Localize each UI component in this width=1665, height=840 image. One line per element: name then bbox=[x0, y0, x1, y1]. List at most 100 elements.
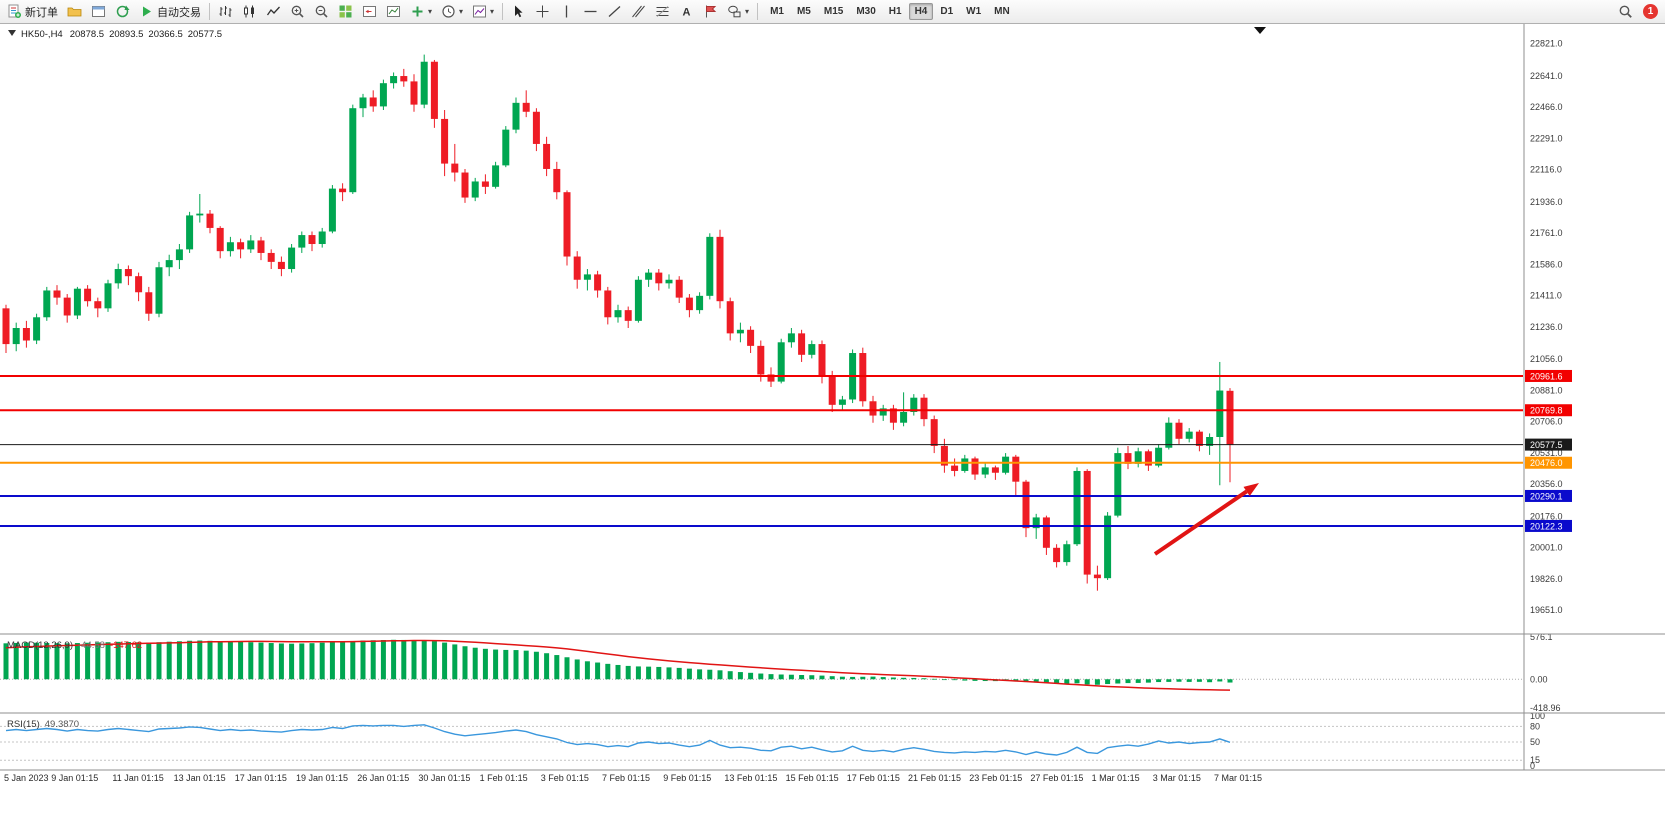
candle-body bbox=[481, 181, 489, 187]
text-tool-button[interactable]: A bbox=[675, 2, 698, 21]
trendline-button[interactable] bbox=[603, 2, 626, 21]
time-axis-label: 3 Mar 01:15 bbox=[1153, 773, 1201, 783]
time-axis-label: 21 Feb 01:15 bbox=[908, 773, 961, 783]
zoom-in-button[interactable] bbox=[286, 2, 309, 21]
macd-bar bbox=[472, 647, 478, 680]
time-axis-label: 13 Feb 01:15 bbox=[724, 773, 777, 783]
macd-bar bbox=[901, 677, 907, 680]
macd-bar bbox=[1054, 679, 1060, 684]
chart-canvas[interactable]: 22821.0 22641.0 22466.0 22291.0 22116.0 21936… bbox=[0, 24, 1665, 840]
search-button[interactable] bbox=[1614, 2, 1637, 21]
data-window-button[interactable] bbox=[87, 2, 110, 21]
candle-body bbox=[216, 227, 224, 252]
horizontal-line-button[interactable] bbox=[579, 2, 602, 21]
candle-body bbox=[767, 374, 775, 382]
time-axis-label: 1 Mar 01:15 bbox=[1092, 773, 1140, 783]
time-axis-label: 1 Feb 01:15 bbox=[480, 773, 528, 783]
candle-body bbox=[624, 310, 632, 321]
candle-body bbox=[492, 165, 500, 187]
timeframe-d1[interactable]: D1 bbox=[940, 6, 954, 17]
macd-bar bbox=[350, 641, 356, 680]
macd-bar bbox=[1207, 679, 1213, 683]
line-chart-button[interactable] bbox=[262, 2, 285, 21]
bar-chart-button[interactable] bbox=[214, 2, 237, 21]
candle-body bbox=[441, 118, 449, 164]
vertical-line-button[interactable] bbox=[555, 2, 578, 21]
candle-body bbox=[1073, 470, 1081, 545]
timeframe-h1[interactable]: H1 bbox=[888, 6, 902, 17]
candle-body bbox=[563, 192, 571, 257]
macd-bar bbox=[23, 642, 29, 680]
timeframe-w1[interactable]: W1 bbox=[966, 6, 982, 17]
price-tag-label: 20290.1 bbox=[1530, 491, 1563, 501]
refresh-button[interactable] bbox=[111, 2, 134, 21]
time-axis-label: 23 Feb 01:15 bbox=[969, 773, 1022, 783]
label-tool-button[interactable] bbox=[699, 2, 722, 21]
auto-scroll-button[interactable] bbox=[382, 2, 405, 21]
candle-body bbox=[318, 231, 326, 245]
macd-bar bbox=[452, 644, 458, 680]
timeframe-m1[interactable]: M1 bbox=[770, 6, 784, 17]
shapes-icon bbox=[728, 5, 741, 18]
price-tag bbox=[1525, 438, 1572, 451]
chart-shift-button[interactable] bbox=[358, 2, 381, 21]
price-tag-label: 20122.3 bbox=[1530, 521, 1563, 531]
ohlc-bars-icon bbox=[219, 6, 232, 17]
channel-button[interactable] bbox=[627, 2, 650, 21]
autotrading-button[interactable]: 自动交易 bbox=[135, 2, 205, 21]
timeframe-m15[interactable]: M15 bbox=[823, 6, 844, 17]
macd-bar bbox=[319, 642, 325, 680]
plus-icon bbox=[412, 6, 423, 17]
chart-title: HK50-,H4 20878.5 20893.5 20366.5 20577.5 bbox=[21, 29, 222, 40]
macd-bar bbox=[646, 666, 652, 680]
price-tag-label: 20577.5 bbox=[1530, 440, 1563, 450]
period-menu-button[interactable]: ▾ bbox=[437, 2, 467, 21]
macd-bar bbox=[625, 665, 631, 680]
notification-badge[interactable]: 1 bbox=[1643, 4, 1658, 19]
candle-body bbox=[981, 467, 989, 475]
macd-bar bbox=[329, 641, 335, 680]
macd-bar bbox=[860, 676, 866, 680]
macd-bar bbox=[890, 677, 896, 680]
add-indicator-button[interactable]: ▾ bbox=[406, 2, 436, 21]
candle-body bbox=[206, 213, 214, 228]
template-menu-button[interactable]: ▾ bbox=[468, 2, 498, 21]
profiles-button[interactable] bbox=[63, 2, 86, 21]
zoom-out-button[interactable] bbox=[310, 2, 333, 21]
macd-bar bbox=[809, 675, 815, 680]
rsi-indicator-label: RSI(15) 49.3870 bbox=[7, 719, 79, 730]
fibonacci-button[interactable] bbox=[651, 2, 674, 21]
time-axis-label: 5 Jan 2023 bbox=[4, 773, 49, 783]
vertical-line-icon bbox=[565, 5, 568, 18]
macd-bar bbox=[197, 640, 203, 680]
chart-collapse-icon[interactable] bbox=[8, 30, 16, 36]
candle-body bbox=[1226, 390, 1234, 445]
cursor-button[interactable] bbox=[507, 2, 530, 21]
timeframe-m30[interactable]: M30 bbox=[856, 6, 876, 17]
candle-body bbox=[124, 269, 132, 277]
candle-body bbox=[257, 240, 265, 253]
trend-arrow-head[interactable] bbox=[1243, 483, 1260, 496]
trend-arrow-line[interactable] bbox=[1153, 489, 1248, 556]
candle-body bbox=[696, 295, 704, 311]
candle-body bbox=[94, 301, 102, 309]
tile-windows-button[interactable] bbox=[334, 2, 357, 21]
macd-bar bbox=[1145, 679, 1151, 683]
crosshair-icon bbox=[536, 5, 549, 18]
time-axis-label: 3 Feb 01:15 bbox=[541, 773, 589, 783]
candle-body bbox=[328, 188, 336, 232]
candle-body bbox=[1124, 453, 1132, 464]
timeframe-h4[interactable]: H4 bbox=[908, 3, 934, 20]
scroll-end-marker[interactable] bbox=[1254, 27, 1266, 34]
tile-windows-icon bbox=[339, 5, 352, 18]
candle-body bbox=[1175, 422, 1183, 439]
candlestick-chart-button[interactable] bbox=[238, 2, 261, 21]
macd-bar bbox=[289, 643, 295, 680]
candle-body bbox=[583, 274, 591, 280]
candle-body bbox=[430, 61, 438, 119]
new-order-button[interactable]: 新订单 bbox=[3, 2, 62, 21]
shapes-menu-button[interactable]: ▾ bbox=[723, 2, 753, 21]
crosshair-button[interactable] bbox=[531, 2, 554, 21]
timeframe-mn[interactable]: MN bbox=[994, 6, 1010, 17]
timeframe-m5[interactable]: M5 bbox=[796, 6, 811, 17]
